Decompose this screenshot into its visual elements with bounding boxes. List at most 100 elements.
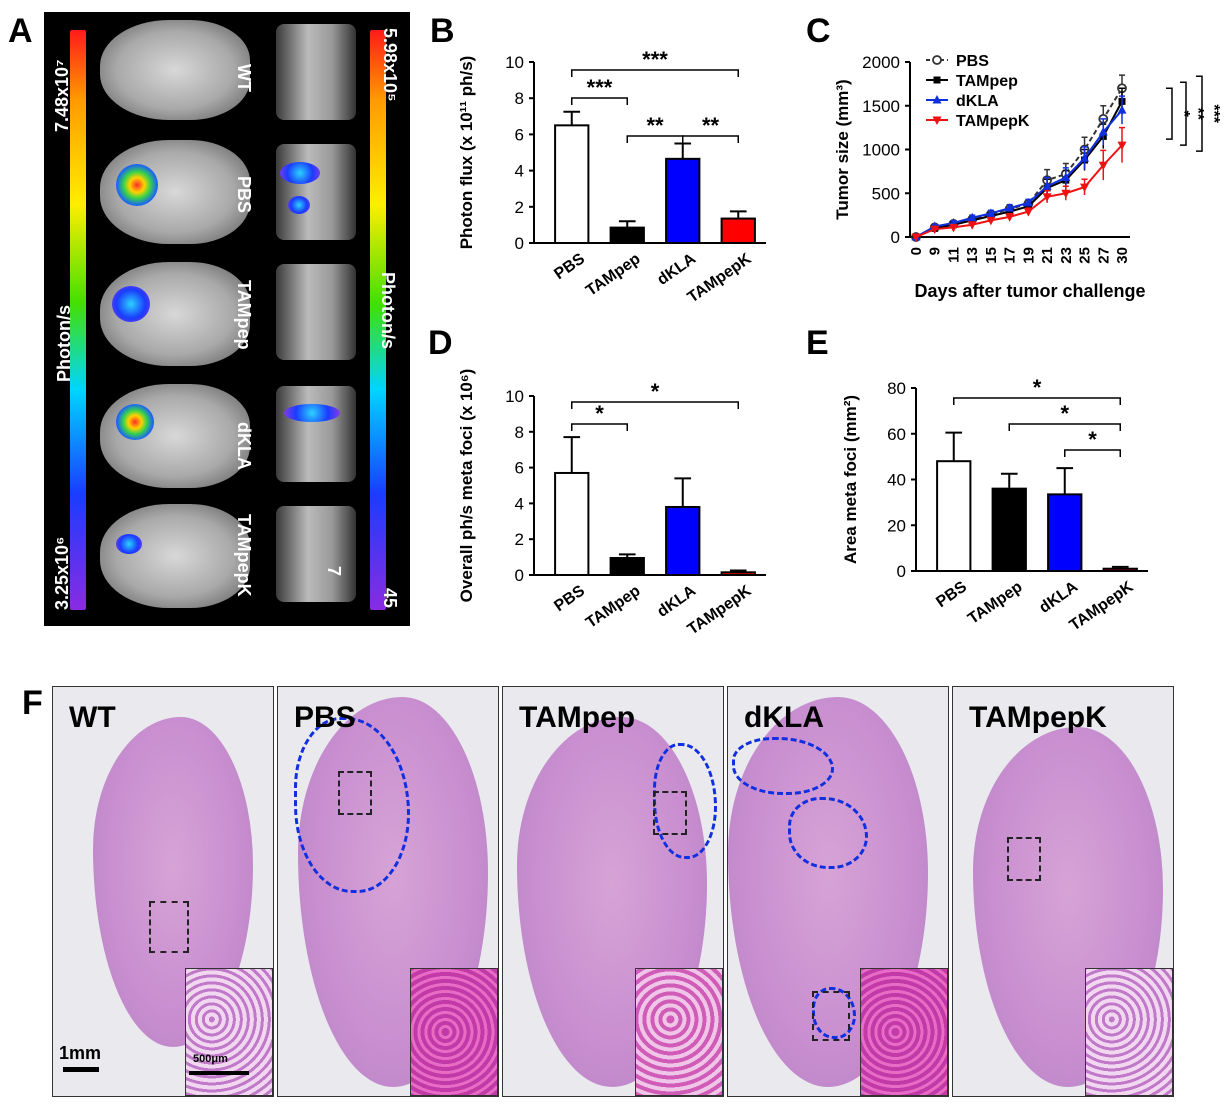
x-tick-label: 9	[927, 247, 944, 255]
x-tick-label: 0	[908, 247, 925, 255]
left-scale-unit: Photon/s	[54, 305, 74, 382]
significance-label: **	[1189, 107, 1206, 120]
significance-label: *	[595, 401, 604, 426]
y-tick-label: 6	[515, 125, 524, 144]
metastasis-outline	[732, 737, 834, 795]
lung-section-pbs: PBS	[277, 686, 499, 1097]
data-point	[930, 225, 940, 235]
significance-bracket	[1196, 75, 1203, 152]
x-tick-label: 30	[1114, 247, 1131, 264]
panel-label-a: A	[8, 12, 33, 50]
data-point	[911, 233, 921, 242]
significance-bracket	[1008, 423, 1121, 431]
organ-image	[276, 144, 356, 240]
x-tick-label: TAMpep	[583, 582, 644, 632]
y-tick-label: 2000	[862, 53, 900, 72]
left-scale-min: 3.25x10⁶	[52, 536, 72, 610]
row-label-tampep: TAMpep	[234, 280, 254, 350]
significance-label: *	[1033, 375, 1042, 400]
left-scale-max: 7.48x10⁷	[52, 59, 72, 133]
data-point	[1098, 161, 1108, 171]
y-tick-label: 0	[515, 234, 524, 253]
bar-tampepk	[720, 571, 756, 577]
right-scale-max: 5.98x10⁵	[380, 28, 400, 102]
significance-bracket	[682, 135, 739, 143]
bar-tampepk	[720, 217, 756, 245]
y-tick-label: 80	[887, 379, 906, 398]
mouse-image	[100, 504, 250, 608]
right-scale-min: 45	[380, 588, 400, 609]
y-tick-label: 0	[897, 562, 906, 581]
x-tick-label: 13	[964, 247, 981, 264]
right-color-scale	[370, 30, 386, 610]
row-label-wt: WT	[234, 64, 254, 92]
legend-label: TAMpepK	[956, 113, 1030, 130]
series-line-tampepk	[915, 144, 1123, 238]
data-point	[986, 216, 996, 226]
inset-marker	[653, 791, 687, 835]
x-tick-label: 21	[1039, 247, 1056, 264]
row-label-pbs: PBS	[234, 176, 254, 214]
significance-label: **	[702, 113, 720, 138]
significance-bracket	[571, 423, 628, 431]
legend-label: dKLA	[956, 93, 999, 110]
lung-section-tampepk: TAMpepK	[952, 686, 1174, 1097]
data-point	[1117, 105, 1127, 114]
legend-label: PBS	[956, 53, 989, 70]
magnified-inset	[635, 968, 723, 1096]
y-axis-label: Photon flux (x 10¹¹ ph/s)	[457, 56, 476, 250]
x-tick-label: TAMpepK	[1067, 578, 1137, 634]
y-tick-label: 2	[515, 198, 524, 217]
magnified-inset	[860, 968, 948, 1096]
lung-signal	[284, 404, 340, 422]
x-tick-label: TAMpep	[965, 578, 1026, 628]
significance-bracket	[953, 397, 1121, 405]
row-label-dkla: dKLA	[234, 422, 254, 470]
data-point	[948, 223, 958, 233]
y-tick-label: 0	[891, 228, 900, 247]
x-tick-label: 19	[1020, 247, 1037, 264]
bar-dkla	[665, 505, 701, 576]
y-tick-label: 1000	[862, 141, 900, 160]
panel-label-d: D	[428, 324, 453, 362]
y-tick-label: 40	[887, 471, 906, 490]
bar-pbs	[554, 471, 590, 576]
magnified-inset	[185, 968, 273, 1096]
row-label-tampepk: TAMpepK	[234, 514, 254, 597]
y-tick-label: 0	[515, 566, 524, 585]
data-point	[1005, 203, 1015, 212]
section-label: TAMpep	[519, 701, 636, 734]
organ-image	[276, 506, 356, 602]
tumor-signal	[116, 534, 142, 554]
significance-label: *	[1088, 427, 1097, 452]
data-point	[967, 221, 977, 230]
y-axis-label: Tumor size (mm³)	[833, 79, 852, 219]
legend-label: TAMpep	[956, 73, 1018, 90]
data-point	[1080, 153, 1090, 162]
bar-tampepk	[1102, 567, 1138, 572]
significance-label: ***	[587, 75, 613, 100]
x-tick-label: 17	[1002, 247, 1019, 264]
significance-label: *	[1060, 401, 1069, 426]
data-point	[1005, 213, 1015, 222]
x-tick-label: 27	[1095, 247, 1112, 264]
y-tick-label: 4	[515, 162, 524, 181]
lung-section-wt: WT 1mm 500μm	[52, 686, 274, 1097]
lung-signal	[280, 162, 320, 184]
scale-small-value: 7	[324, 566, 344, 577]
y-tick-label: 500	[872, 184, 900, 203]
lung-section-dkla: dKLA	[727, 686, 949, 1097]
inset-marker	[338, 771, 372, 815]
bar-dkla	[665, 157, 701, 245]
magnified-inset	[1085, 968, 1173, 1096]
bar-pbs	[936, 460, 972, 572]
organ-image	[276, 386, 356, 482]
y-tick-label: 60	[887, 425, 906, 444]
x-tick-label: dKLA	[654, 582, 699, 621]
series-line-dkla	[915, 109, 1123, 238]
organ-image	[276, 264, 356, 360]
x-axis-label: Days after tumor challenge	[914, 281, 1145, 301]
x-tick-label: TAMpepK	[685, 582, 755, 638]
inset-scale-label: 500μm	[193, 1053, 228, 1065]
